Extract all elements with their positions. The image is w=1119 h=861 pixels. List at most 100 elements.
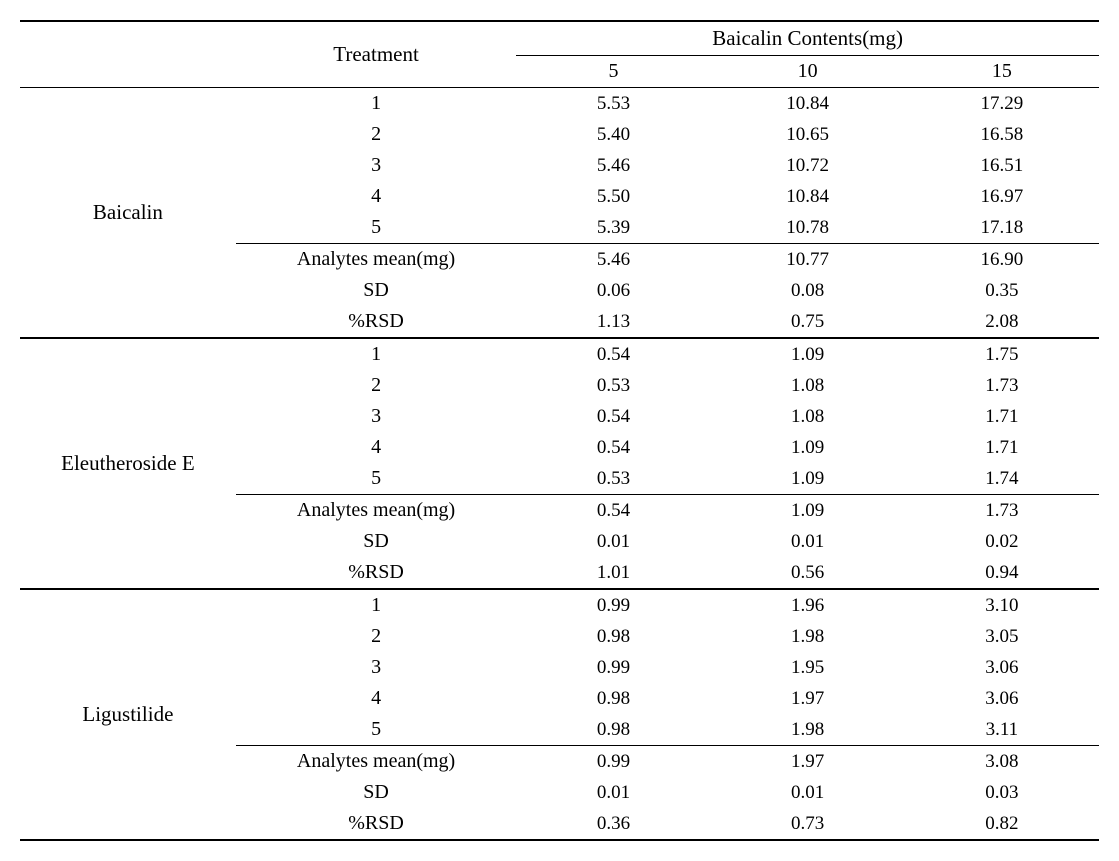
stats-label: %RSD <box>236 306 517 338</box>
data-cell: 1.95 <box>711 652 905 683</box>
stats-cell: 0.01 <box>516 526 710 557</box>
data-cell: 0.54 <box>516 338 710 370</box>
stats-cell: 0.03 <box>905 777 1099 808</box>
header-empty <box>20 21 236 88</box>
stats-cell: 1.97 <box>711 746 905 778</box>
data-cell: 0.99 <box>516 652 710 683</box>
data-cell: 1.71 <box>905 432 1099 463</box>
data-cell: 5.40 <box>516 119 710 150</box>
treatment-number: 4 <box>236 181 517 212</box>
stats-cell: 2.08 <box>905 306 1099 338</box>
header-contents: Baicalin Contents(mg) <box>516 21 1099 56</box>
data-cell: 10.84 <box>711 88 905 120</box>
header-col-5: 5 <box>516 56 710 88</box>
treatment-number: 3 <box>236 401 517 432</box>
data-cell: 3.06 <box>905 683 1099 714</box>
data-cell: 1.96 <box>711 589 905 621</box>
stats-cell: 1.09 <box>711 495 905 527</box>
data-cell: 16.58 <box>905 119 1099 150</box>
data-cell: 1.75 <box>905 338 1099 370</box>
header-treatment: Treatment <box>236 21 517 88</box>
stats-cell: 0.54 <box>516 495 710 527</box>
data-cell: 0.54 <box>516 401 710 432</box>
stats-cell: 3.08 <box>905 746 1099 778</box>
data-cell: 3.10 <box>905 589 1099 621</box>
stats-cell: 5.46 <box>516 244 710 276</box>
data-cell: 17.18 <box>905 212 1099 244</box>
stats-label: Analytes mean(mg) <box>236 244 517 276</box>
table-row: Eleutheroside E10.541.091.75 <box>20 338 1099 370</box>
treatment-number: 2 <box>236 621 517 652</box>
stats-cell: 0.01 <box>711 526 905 557</box>
stats-cell: 1.01 <box>516 557 710 589</box>
compound-name: Eleutheroside E <box>20 338 236 589</box>
treatment-number: 1 <box>236 338 517 370</box>
stats-cell: 0.94 <box>905 557 1099 589</box>
data-table: Treatment Baicalin Contents(mg) 5 10 15 … <box>20 20 1099 841</box>
treatment-number: 4 <box>236 683 517 714</box>
treatment-number: 5 <box>236 212 517 244</box>
table-row: Baicalin15.5310.8417.29 <box>20 88 1099 120</box>
data-cell: 5.53 <box>516 88 710 120</box>
data-cell: 16.51 <box>905 150 1099 181</box>
stats-cell: 0.82 <box>905 808 1099 840</box>
data-cell: 5.50 <box>516 181 710 212</box>
treatment-number: 3 <box>236 150 517 181</box>
stats-cell: 1.13 <box>516 306 710 338</box>
stats-cell: 0.56 <box>711 557 905 589</box>
data-cell: 0.98 <box>516 714 710 746</box>
stats-cell: 0.75 <box>711 306 905 338</box>
stats-cell: 0.08 <box>711 275 905 306</box>
stats-label: %RSD <box>236 557 517 589</box>
stats-cell: 1.73 <box>905 495 1099 527</box>
stats-cell: 0.99 <box>516 746 710 778</box>
data-cell: 5.39 <box>516 212 710 244</box>
treatment-number: 2 <box>236 370 517 401</box>
data-cell: 10.65 <box>711 119 905 150</box>
stats-label: SD <box>236 777 517 808</box>
header-col-10: 10 <box>711 56 905 88</box>
data-cell: 0.54 <box>516 432 710 463</box>
table-header: Treatment Baicalin Contents(mg) 5 10 15 <box>20 21 1099 88</box>
stats-label: SD <box>236 275 517 306</box>
stats-cell: 0.02 <box>905 526 1099 557</box>
treatment-number: 1 <box>236 88 517 120</box>
data-cell: 1.09 <box>711 338 905 370</box>
header-col-15: 15 <box>905 56 1099 88</box>
data-cell: 3.06 <box>905 652 1099 683</box>
treatment-number: 2 <box>236 119 517 150</box>
stats-cell: 0.35 <box>905 275 1099 306</box>
data-cell: 10.72 <box>711 150 905 181</box>
data-cell: 16.97 <box>905 181 1099 212</box>
table-row: Ligustilide10.991.963.10 <box>20 589 1099 621</box>
data-cell: 1.71 <box>905 401 1099 432</box>
data-cell: 1.09 <box>711 432 905 463</box>
data-cell: 5.46 <box>516 150 710 181</box>
data-cell: 0.53 <box>516 463 710 495</box>
data-cell: 1.08 <box>711 401 905 432</box>
data-cell: 1.09 <box>711 463 905 495</box>
data-cell: 0.98 <box>516 683 710 714</box>
stats-cell: 0.73 <box>711 808 905 840</box>
data-cell: 3.05 <box>905 621 1099 652</box>
data-cell: 0.99 <box>516 589 710 621</box>
treatment-number: 3 <box>236 652 517 683</box>
treatment-number: 5 <box>236 714 517 746</box>
data-cell: 0.98 <box>516 621 710 652</box>
treatment-number: 5 <box>236 463 517 495</box>
data-cell: 3.11 <box>905 714 1099 746</box>
stats-label: Analytes mean(mg) <box>236 495 517 527</box>
stats-cell: 0.01 <box>516 777 710 808</box>
table-body: Baicalin15.5310.8417.2925.4010.6516.5835… <box>20 88 1099 841</box>
data-cell: 1.97 <box>711 683 905 714</box>
data-cell: 1.98 <box>711 621 905 652</box>
compound-name: Ligustilide <box>20 589 236 840</box>
stats-label: Analytes mean(mg) <box>236 746 517 778</box>
data-cell: 1.98 <box>711 714 905 746</box>
stats-cell: 10.77 <box>711 244 905 276</box>
data-cell: 0.53 <box>516 370 710 401</box>
data-cell: 17.29 <box>905 88 1099 120</box>
data-cell: 1.73 <box>905 370 1099 401</box>
data-table-container: Treatment Baicalin Contents(mg) 5 10 15 … <box>20 20 1099 841</box>
treatment-number: 4 <box>236 432 517 463</box>
